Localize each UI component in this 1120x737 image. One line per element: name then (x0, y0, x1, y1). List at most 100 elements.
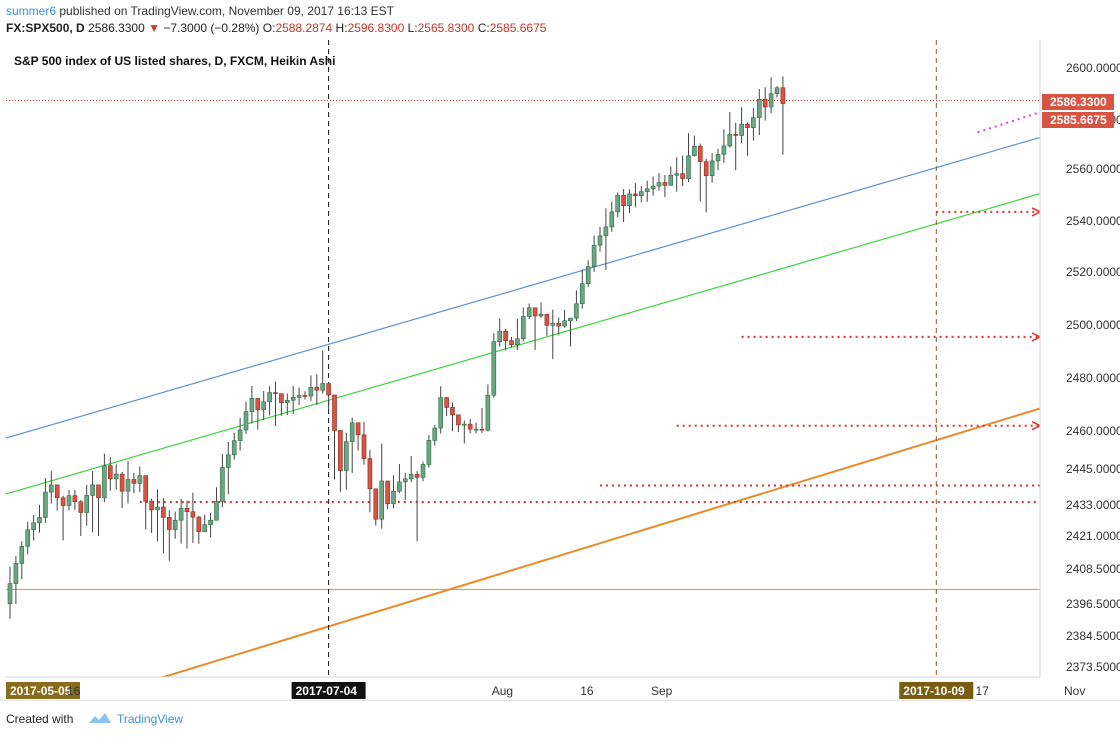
candle (37, 504, 42, 533)
footer: Created with TradingView (0, 700, 1120, 737)
candle (674, 157, 680, 192)
candle (66, 490, 72, 511)
candle-body (326, 383, 331, 396)
candle (727, 111, 733, 148)
candle-body (503, 330, 508, 341)
candle-body (574, 303, 579, 319)
candle (102, 453, 107, 503)
tradingview-brand-link[interactable]: TradingView (117, 712, 184, 726)
candle-body (426, 440, 432, 465)
candle-body (562, 320, 567, 327)
price-tag-label: 2586.3300 (1050, 95, 1107, 109)
candle-body (544, 313, 550, 326)
candle (603, 208, 609, 270)
symbol-label[interactable]: FX:SPX500, D (6, 21, 85, 35)
candle (461, 420, 467, 444)
candle (450, 402, 455, 432)
candle (190, 492, 196, 543)
candle (25, 521, 31, 555)
candle-body (709, 160, 715, 177)
candle-body (90, 484, 95, 496)
candle (202, 514, 207, 532)
candle (78, 500, 84, 536)
candle (267, 386, 272, 416)
x-tick-label: 16 (580, 684, 594, 698)
candle (385, 480, 390, 510)
candle-body (585, 266, 591, 284)
y-tick-label: 2396.5000 (1066, 597, 1120, 611)
open-label: O: (262, 21, 276, 35)
candle-body (290, 397, 296, 401)
ohlc-legend: FX:SPX500, D 2586.3300 ▼ −7.3000 (−0.28%… (6, 21, 546, 35)
candle (361, 421, 367, 465)
candle (697, 143, 703, 202)
candle (467, 418, 473, 434)
candle (444, 396, 449, 417)
candle-body (515, 338, 520, 345)
author-link[interactable]: summer6 (6, 4, 57, 18)
candle-body (284, 399, 290, 403)
candle (320, 350, 326, 394)
candle-body (108, 465, 113, 480)
candle-body (332, 394, 337, 431)
candle-body (72, 495, 78, 503)
candle (355, 422, 361, 451)
candle (751, 108, 756, 141)
candle-body (48, 484, 54, 493)
candle (379, 443, 385, 529)
candle (231, 433, 237, 460)
x-tick-label: 2017-07-04 (296, 684, 358, 698)
candle-body (397, 481, 402, 492)
candle-body (308, 386, 314, 397)
candle (609, 201, 615, 232)
candle (709, 153, 715, 183)
candle-body (721, 145, 727, 155)
candle-body (650, 185, 656, 190)
candle-body (137, 475, 143, 484)
candle-body (733, 134, 739, 136)
candle (473, 422, 479, 434)
candle-body (668, 174, 674, 186)
candle (497, 318, 503, 347)
tradingview-logo-icon (89, 713, 111, 723)
high-value: 2596.8300 (347, 21, 405, 35)
candle (302, 391, 308, 400)
candle (591, 235, 597, 272)
close-value: 2585.6675 (489, 21, 547, 35)
candle-body (456, 414, 461, 426)
candle (756, 89, 762, 136)
candle (108, 457, 113, 491)
candle (627, 189, 632, 213)
x-axis-date-box (899, 682, 974, 699)
candle (284, 393, 290, 416)
candle-body (102, 465, 107, 499)
x-tick-label: 2017-05-05 (10, 684, 72, 698)
candle (579, 269, 585, 309)
candle (161, 498, 166, 554)
candle-body (627, 193, 632, 206)
candle (733, 122, 739, 171)
y-tick-label: 2600.0000 (1066, 61, 1120, 75)
candle-body (603, 226, 609, 237)
candle (119, 472, 125, 509)
candle-body (450, 407, 455, 416)
candle (739, 107, 744, 144)
candle-body (751, 117, 756, 128)
candle (485, 384, 491, 432)
candle (426, 435, 432, 468)
candle-body (172, 519, 178, 530)
y-tick-label: 2480.0000 (1066, 371, 1120, 385)
candle (686, 133, 691, 182)
candle (338, 430, 343, 492)
candle-body (143, 475, 148, 502)
candle-body (615, 194, 621, 213)
candle (149, 498, 154, 533)
candle-body (774, 87, 780, 95)
candle (780, 76, 786, 155)
candle-body (432, 427, 438, 441)
candle-body (7, 583, 13, 605)
candle (662, 174, 668, 198)
candle-body (31, 522, 36, 531)
candle (84, 484, 89, 526)
